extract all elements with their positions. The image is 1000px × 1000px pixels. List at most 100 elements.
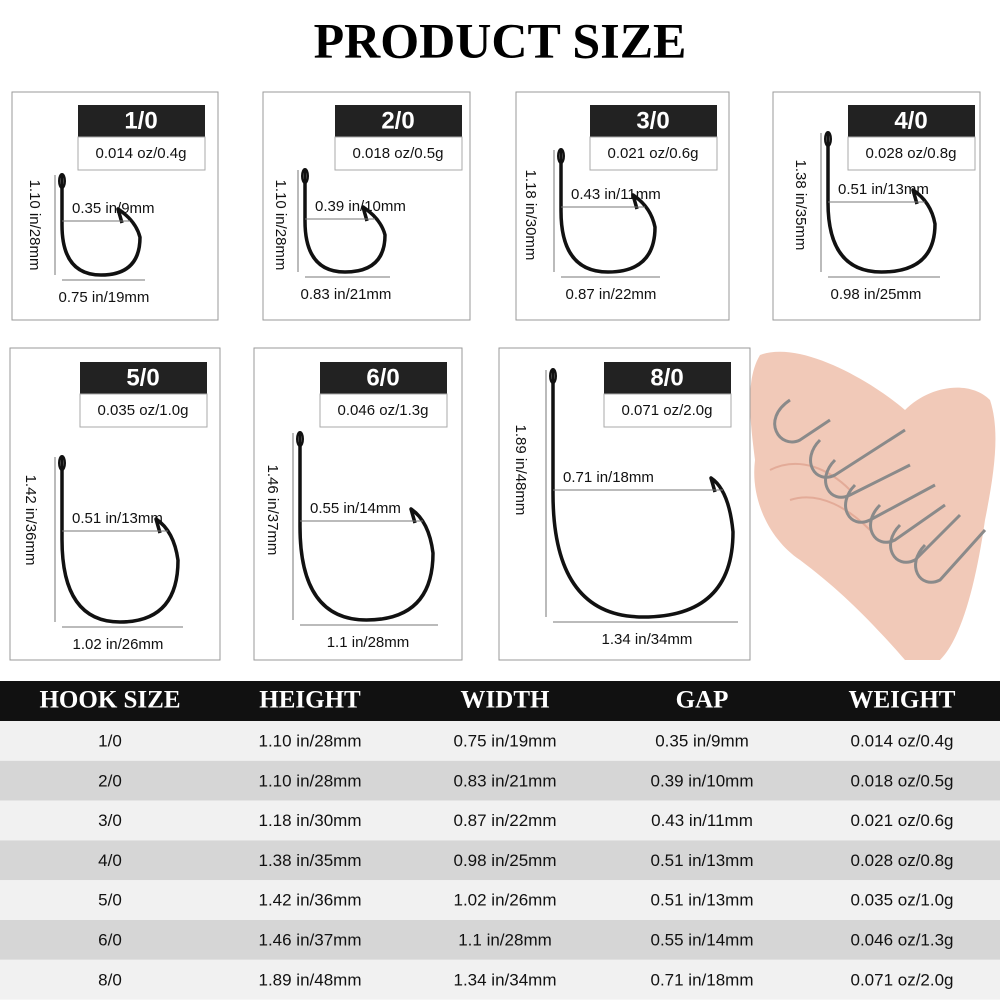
table-cell: 0.021 oz/0.6g <box>850 811 953 830</box>
height-label: 1.10 in/28mm <box>26 180 43 271</box>
weight-label: 0.014 oz/0.4g <box>96 145 187 162</box>
size-label: 4/0 <box>894 107 927 134</box>
table-cell: 0.035 oz/1.0g <box>850 891 953 910</box>
size-label: 6/0 <box>366 364 399 391</box>
hook-eye <box>557 148 565 164</box>
width-label: 0.83 in/21mm <box>301 286 392 303</box>
weight-box <box>847 136 976 171</box>
table-row-bg <box>0 800 1000 841</box>
table-row-bg <box>0 959 1000 1000</box>
hand-photo <box>750 351 996 660</box>
table-header-bg <box>0 681 1000 721</box>
hook <box>60 457 180 624</box>
table-cell: 6/0 <box>98 930 122 949</box>
table-cell: 2/0 <box>98 771 122 790</box>
gap-label: 0.55 in/14mm <box>310 500 401 517</box>
size-card: 8/0 0.071 oz/2.0g 0.71 in/18mm 1.34 in/34mm… <box>498 347 751 661</box>
table-cell: 0.83 in/21mm <box>454 771 557 790</box>
table-cell: 0.98 in/25mm <box>454 851 557 870</box>
table-cell: 0.028 oz/0.8g <box>850 851 953 870</box>
table-cell: 0.87 in/22mm <box>454 811 557 830</box>
weight-box <box>603 393 732 428</box>
weight-box <box>319 393 448 428</box>
height-label: 1.18 in/30mm <box>522 170 539 261</box>
hook <box>298 433 435 622</box>
table-row-bg <box>0 760 1000 801</box>
table-cell: 1.1 in/28mm <box>458 930 552 949</box>
table-row-bg <box>0 920 1000 960</box>
table-cell: 1.89 in/48mm <box>259 970 362 989</box>
width-label: 0.87 in/22mm <box>566 286 657 303</box>
size-badge <box>604 362 731 394</box>
size-label: 3/0 <box>636 107 669 134</box>
width-label: 0.75 in/19mm <box>59 289 150 306</box>
size-label: 1/0 <box>124 107 157 134</box>
width-label: 1.02 in/26mm <box>73 636 164 653</box>
table-cell: 0.018 oz/0.5g <box>850 771 953 790</box>
size-badge <box>320 362 447 394</box>
size-label: 8/0 <box>650 364 683 391</box>
hook-eye <box>301 168 309 184</box>
table-cell: 5/0 <box>98 891 122 910</box>
height-label: 1.46 in/37mm <box>264 465 281 556</box>
table-header: WEIGHT <box>849 687 956 714</box>
table-cell: 0.35 in/9mm <box>655 731 749 750</box>
height-label: 1.10 in/28mm <box>272 180 289 271</box>
size-badge <box>335 105 462 137</box>
height-label: 1.38 in/35mm <box>792 160 809 251</box>
table-cell: 0.51 in/13mm <box>651 891 754 910</box>
gap-label: 0.35 in/9mm <box>72 200 155 217</box>
size-card: 6/0 0.046 oz/1.3g 0.55 in/14mm 1.1 in/28mm 1… <box>253 347 463 661</box>
gap-label: 0.51 in/13mm <box>72 510 163 527</box>
weight-label: 0.071 oz/2.0g <box>622 402 713 419</box>
height-label: 1.42 in/36mm <box>22 475 39 566</box>
size-label: 5/0 <box>126 364 159 391</box>
width-label: 1.34 in/34mm <box>602 631 693 648</box>
table-cell: 1.18 in/30mm <box>259 811 362 830</box>
table-cell: 0.014 oz/0.4g <box>850 731 953 750</box>
weight-box <box>79 393 208 428</box>
table-cell: 0.43 in/11mm <box>651 811 753 830</box>
gap-label: 0.51 in/13mm <box>838 181 929 198</box>
gap-label: 0.39 in/10mm <box>315 198 406 215</box>
table-header: HEIGHT <box>259 687 361 714</box>
weight-label: 0.035 oz/1.0g <box>98 402 189 419</box>
size-card: 3/0 0.021 oz/0.6g 0.43 in/11mm 0.87 in/22mm… <box>515 91 730 321</box>
hook-eye <box>58 173 66 189</box>
page-title: PRODUCT SIZE <box>314 12 687 68</box>
size-card: 4/0 0.028 oz/0.8g 0.51 in/13mm 0.98 in/25mm… <box>772 91 981 321</box>
height-label: 1.89 in/48mm <box>512 425 529 516</box>
table-cell: 3/0 <box>98 811 122 830</box>
size-card: 5/0 0.035 oz/1.0g 0.51 in/13mm 1.02 in/26mm… <box>9 347 221 661</box>
table-cell: 1.10 in/28mm <box>259 771 362 790</box>
hook <box>551 370 735 619</box>
size-card: 2/0 0.018 oz/0.5g 0.39 in/10mm 0.83 in/21mm… <box>262 91 471 321</box>
size-label: 2/0 <box>381 107 414 134</box>
weight-box <box>334 136 463 171</box>
size-badge <box>78 105 205 137</box>
hook <box>60 175 142 277</box>
table-cell: 1.10 in/28mm <box>259 731 362 750</box>
gap-label: 0.43 in/11mm <box>571 186 661 203</box>
weight-box <box>77 136 206 171</box>
weight-label: 0.028 oz/0.8g <box>866 145 957 162</box>
table-cell: 0.39 in/10mm <box>651 771 754 790</box>
width-label: 0.98 in/25mm <box>831 286 922 303</box>
table-row-bg <box>0 840 1000 881</box>
table-cell: 1.42 in/36mm <box>259 891 362 910</box>
table-cell: 0.75 in/19mm <box>454 731 557 750</box>
size-badge <box>590 105 717 137</box>
hook <box>303 170 387 274</box>
table-cell: 1.02 in/26mm <box>454 891 557 910</box>
table-header: HOOK SIZE <box>39 687 180 714</box>
size-badge <box>848 105 975 137</box>
weight-label: 0.018 oz/0.5g <box>353 145 444 162</box>
table-row-bg <box>0 721 1000 761</box>
size-badge <box>80 362 207 394</box>
hook-eye <box>58 455 66 471</box>
table-cell: 0.071 oz/2.0g <box>850 970 953 989</box>
table-cell: 0.71 in/18mm <box>651 970 754 989</box>
weight-box <box>589 136 718 171</box>
hook <box>826 133 937 274</box>
